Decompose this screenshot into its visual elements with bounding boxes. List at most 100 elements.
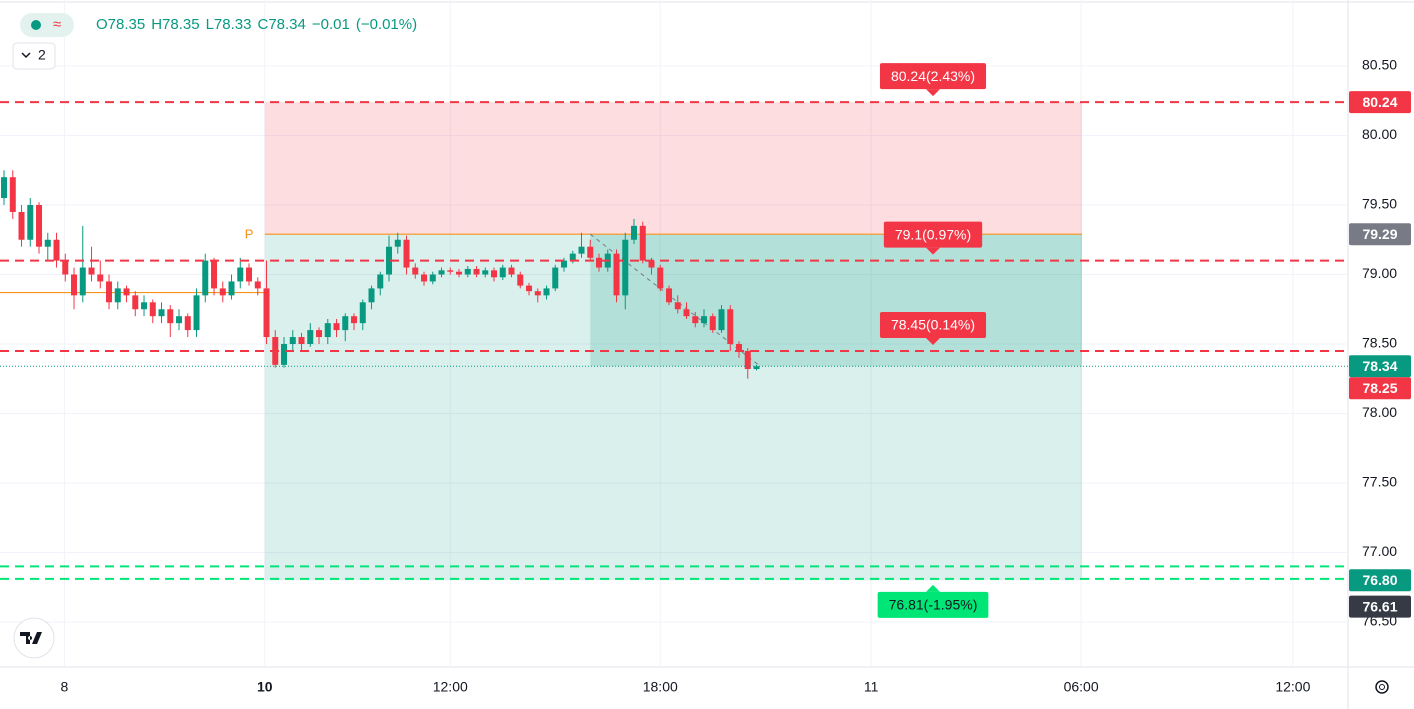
ohlc-value: −0.01 [312,16,350,33]
candle-body [237,267,244,282]
candle-body [709,316,716,331]
candle-body [674,302,681,310]
indicator-count: 2 [38,47,46,63]
price-badge-label: 78.25 [1362,380,1397,396]
price-badge [1349,569,1411,592]
price-badge-label: 79.29 [1362,226,1397,242]
candle-body [456,271,463,275]
candle-body [141,302,148,310]
candle-body [106,281,113,303]
settings[interactable] [1375,680,1389,694]
candle-body [184,316,191,331]
price-badge [1349,223,1411,246]
candle-body [718,309,725,331]
plot: 76.5077.0077.5078.0078.5079.0079.5080.00… [0,0,1411,695]
candle-body [324,323,331,338]
level-tag-box [879,63,987,90]
candle-body [499,267,506,278]
candle-body [316,330,323,338]
level-tag: 79.1(0.97%) [883,221,983,255]
candle-body [36,205,43,247]
x-tick-label: 06:00 [1064,679,1099,695]
ohlc-value: L78.33 [206,16,252,33]
x-tick-label: 8 [61,679,69,695]
candle-body [149,302,156,317]
candle-body [368,288,375,303]
header: ≈ O78.35 H78.35 L78.33 C78.34 −0.01 (−0.01%) … [12,13,417,70]
stop-zone [264,102,1083,235]
candle-body [342,316,349,331]
price-badge [1349,595,1411,618]
price-badge-label: 76.80 [1362,572,1397,588]
candle-body [473,268,480,275]
tv-logo [13,617,55,659]
ohlc-value: O78.35 [96,16,145,33]
candle-body [438,270,445,275]
candle-body [692,316,699,324]
candle-body [158,309,165,317]
candle-body [114,288,121,303]
candle-body [228,281,235,296]
candle-body [517,274,524,286]
price-badge-label: 78.34 [1362,358,1397,374]
candle-body [744,350,751,370]
status-icon: ≈ [53,16,61,33]
candle-body [639,225,646,261]
candle-body [254,281,261,289]
candle-body [683,309,690,317]
level-tag-arrow [926,584,940,592]
candle-body [88,267,95,275]
y-tick-label: 79.50 [1362,196,1397,212]
candle-body [167,309,174,324]
price-badge [1349,377,1411,400]
candle-body [464,268,471,275]
candle-body [351,316,358,324]
candle-body [79,267,86,296]
candle-body [526,285,533,292]
candle-body [9,177,16,212]
candle-body [534,291,541,296]
level-tag-label: 76.81(-1.95%) [889,597,978,613]
candle-body [552,267,559,289]
ohlc-value: C78.34 [257,16,305,33]
gear[interactable] [1375,680,1389,694]
candle-body [657,267,664,289]
candle-body [176,316,183,324]
candle-body [727,309,734,344]
candle-body [53,239,60,261]
candle-body [394,239,401,247]
y-tick-label: 77.50 [1362,474,1397,490]
candle-body [193,295,200,331]
candle-body [508,267,515,275]
candle-body [18,211,25,240]
price-badge [1349,355,1411,378]
candle-body [429,274,436,282]
candle-body [97,274,104,282]
level-tag-box [877,591,989,618]
candle-body [132,295,139,310]
level-tag: 80.24(2.43%) [879,63,987,97]
target-zone [264,234,1083,581]
logo-mark [20,632,42,644]
gear-hub [1379,684,1385,690]
candle-body [27,205,34,240]
candle-body [123,288,130,296]
level-tag-label: 78.45(0.14%) [891,317,975,333]
y-tick-label: 79.00 [1362,265,1397,281]
y-tick-label: 80.00 [1362,126,1397,142]
candle-body [403,239,410,268]
candle-body [281,343,288,365]
candle-body [263,288,270,338]
price-badge-label: 80.24 [1362,94,1397,110]
level-tag-box [883,221,983,248]
level-tag-arrow [926,89,940,97]
candle-body [359,302,366,324]
x-tick-label: 12:00 [1275,679,1310,695]
candle-body [246,267,253,282]
candle-body [307,330,314,344]
candle-body [491,270,498,278]
candle-body [289,337,296,344]
candle-body [587,246,594,258]
indicator-toggle[interactable] [12,42,56,70]
ohlc: O78.35 H78.35 L78.33 C78.34 −0.01 (−0.01%) [96,16,417,33]
